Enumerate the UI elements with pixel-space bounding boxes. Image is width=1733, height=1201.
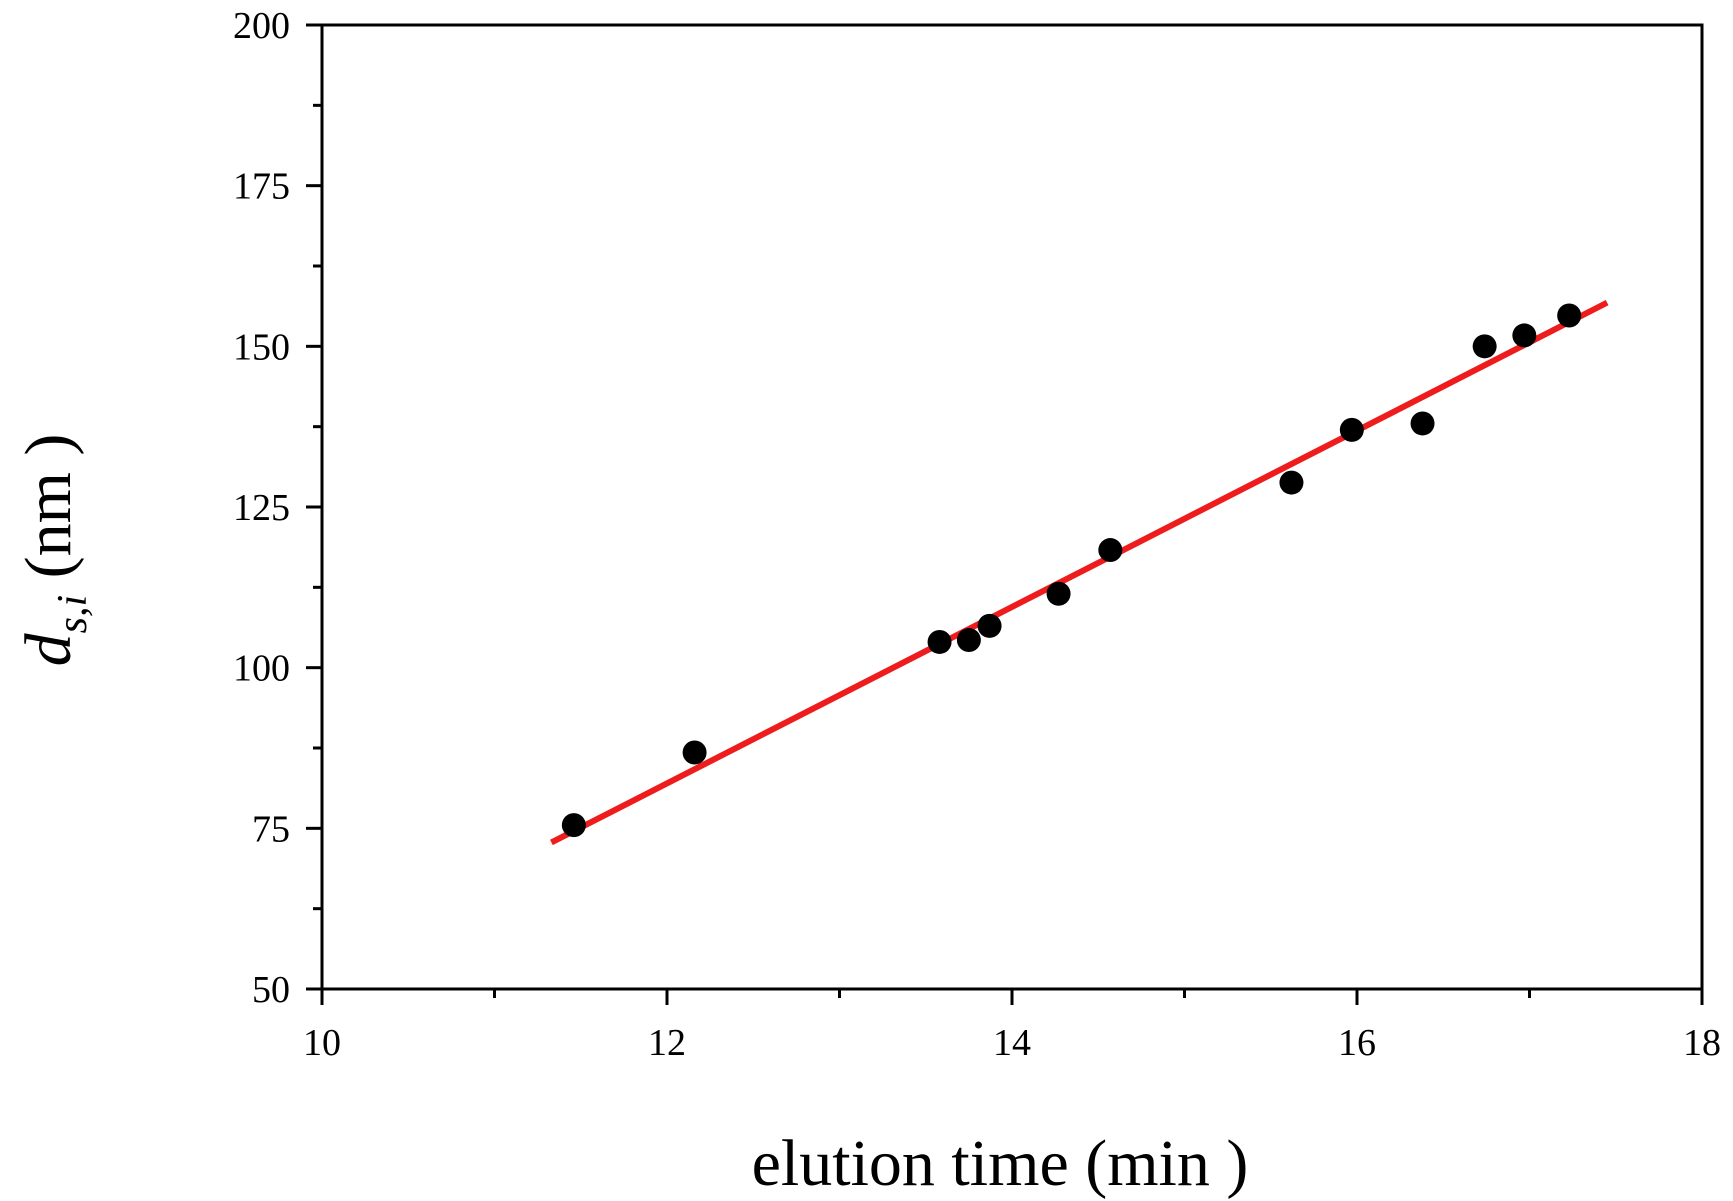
- data-point: [956, 628, 981, 653]
- tick-labels: 10 12 14 16 18 50 75 100 125 150 175 200: [233, 5, 1721, 1064]
- y-axis-title-subscript: s,i: [50, 595, 96, 634]
- data-point: [1557, 303, 1582, 328]
- x-tick-label: 10: [303, 1022, 341, 1064]
- y-tick-label: 50: [252, 969, 290, 1011]
- x-tick-label: 12: [648, 1022, 686, 1064]
- data-point: [1279, 470, 1304, 495]
- axes: [320, 23, 1704, 991]
- y-axis-title-symbol: d: [12, 632, 85, 666]
- data-point: [1098, 538, 1123, 563]
- data-point: [1512, 323, 1537, 348]
- y-tick-label: 125: [233, 487, 290, 529]
- y-axis-title: ds,i (nm ): [12, 434, 96, 667]
- x-tick-label: 14: [993, 1022, 1031, 1064]
- data-point: [1339, 417, 1364, 442]
- data-point: [1410, 411, 1435, 436]
- data-point: [977, 613, 1002, 638]
- x-tick-label: 18: [1683, 1022, 1721, 1064]
- fit-line: [550, 299, 1609, 846]
- data-point: [1472, 334, 1497, 359]
- x-tick-label: 16: [1338, 1022, 1376, 1064]
- ticks: [306, 23, 1704, 1005]
- y-tick-label: 175: [233, 166, 290, 208]
- data-point: [682, 740, 707, 765]
- y-tick-label: 75: [252, 808, 290, 850]
- data-point: [561, 813, 586, 838]
- y-axis-title-unit: (nm ): [12, 434, 85, 595]
- x-axis-title: elution time (min ): [752, 1127, 1249, 1200]
- data-point: [927, 629, 952, 654]
- y-tick-label: 200: [233, 5, 290, 47]
- y-tick-label: 100: [233, 648, 290, 690]
- data-series: [550, 299, 1609, 846]
- y-tick-label: 150: [233, 326, 290, 368]
- plot-frame: [320, 23, 1704, 991]
- data-point: [1046, 581, 1071, 606]
